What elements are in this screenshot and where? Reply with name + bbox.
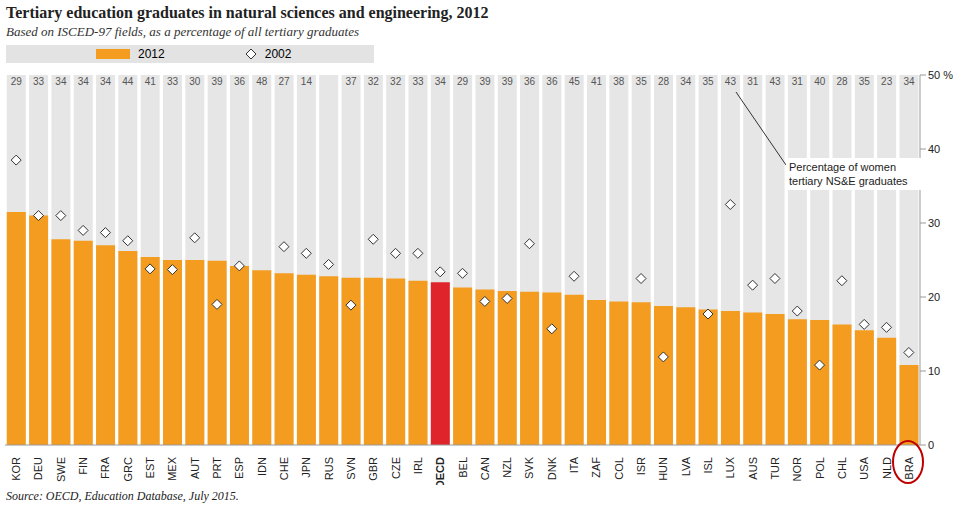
html-text:Percentage of women tertiary N: Percentage of women tertiary NS&E gradua… [789,161,908,187]
svg-text:SVK: SVK [523,456,535,479]
svg-text:29: 29 [457,76,469,87]
svg-text:30: 30 [189,76,201,87]
svg-text:ITA: ITA [568,456,580,473]
svg-text:14: 14 [301,76,313,87]
svg-text:30: 30 [928,217,940,229]
svg-text:27: 27 [279,76,291,87]
svg-text:33: 33 [33,76,45,87]
svg-text:CZE: CZE [390,457,402,479]
svg-text:DNK: DNK [546,456,558,480]
svg-text:KOR: KOR [10,457,22,481]
svg-text:PRT: PRT [211,457,223,479]
svg-text:37: 37 [345,76,357,87]
svg-text:NOR: NOR [791,457,803,482]
svg-text:CAN: CAN [479,457,491,480]
svg-text:34: 34 [680,76,692,87]
svg-text:38: 38 [613,76,625,87]
svg-text:31: 31 [747,76,759,87]
svg-text:BRA: BRA [903,456,915,479]
svg-text:28: 28 [836,76,848,87]
svg-text:35: 35 [703,76,715,87]
svg-text:NLD: NLD [881,457,893,479]
svg-text:36: 36 [546,76,558,87]
svg-text:TUR: TUR [769,457,781,480]
svg-text:32: 32 [390,76,402,87]
svg-text:HUN: HUN [657,457,669,481]
svg-text:USA: USA [858,456,870,479]
svg-text:NZL: NZL [501,457,513,478]
svg-text:ISR: ISR [635,457,647,475]
svg-text:35: 35 [636,76,648,87]
svg-text:29: 29 [11,76,23,87]
svg-text:28: 28 [658,76,670,87]
svg-text:43: 43 [725,76,737,87]
svg-text:GRC: GRC [122,457,134,482]
svg-text:45: 45 [569,76,581,87]
svg-text:40: 40 [814,76,826,87]
svg-text:35: 35 [859,76,871,87]
svg-text:MEX: MEX [166,456,178,481]
html-text:Based on ISCED-97 fields, as a: Based on ISCED-97 fields, as a percentag… [6,24,359,39]
svg-text:JPN: JPN [300,457,312,478]
svg-text:48: 48 [256,76,268,87]
svg-text:34: 34 [55,76,67,87]
svg-text:CHE: CHE [278,457,290,480]
svg-text:EST: EST [144,457,156,479]
svg-text:32: 32 [368,76,380,87]
svg-text:COL: COL [613,457,625,480]
svg-text:GBR: GBR [367,457,379,481]
svg-text:ISL: ISL [702,457,714,474]
svg-text:LVA: LVA [680,456,692,476]
svg-text:31: 31 [792,76,804,87]
svg-text:ZAF: ZAF [590,457,602,478]
html-text:Tertiary education graduates i: Tertiary education graduates in natural … [6,4,489,21]
svg-text:40: 40 [928,143,940,155]
svg-text:RUS: RUS [323,457,335,480]
svg-text:IRL: IRL [412,457,424,474]
svg-text:23: 23 [881,76,893,87]
svg-text:44: 44 [122,76,134,87]
svg-text:43: 43 [770,76,782,87]
svg-text:34: 34 [78,76,90,87]
svg-text:BEL: BEL [457,457,469,478]
svg-text:39: 39 [502,76,514,87]
svg-text:50 %: 50 % [928,69,952,81]
svg-text:41: 41 [591,76,603,87]
svg-text:POL: POL [814,457,826,479]
svg-text:33: 33 [412,76,424,87]
svg-text:39: 39 [479,76,491,87]
svg-text:0: 0 [928,439,934,451]
svg-text:41: 41 [145,76,157,87]
svg-text:DEU: DEU [32,457,44,480]
svg-text:39: 39 [212,76,224,87]
html-text:2012: 2012 [138,47,165,61]
svg-text:20: 20 [928,291,940,303]
svg-text:CHL: CHL [836,457,848,479]
svg-text:34: 34 [100,76,112,87]
html-text:Source: OECD, Education Databa: Source: OECD, Education Database, July 2… [6,489,239,503]
svg-text:SVN: SVN [345,457,357,480]
html-text:2002: 2002 [264,47,292,61]
svg-text:FIN: FIN [77,457,89,475]
svg-text:34: 34 [903,76,915,87]
svg-text:33: 33 [167,76,179,87]
svg-text:34: 34 [435,76,447,87]
svg-text:36: 36 [234,76,246,87]
svg-text:36: 36 [524,76,536,87]
svg-text:AUS: AUS [747,457,759,480]
svg-text:AUT: AUT [189,457,201,479]
svg-text:SWE: SWE [55,457,67,482]
svg-text:OECD: OECD [434,457,446,485]
svg-text:ESP: ESP [233,457,245,479]
svg-text:10: 10 [928,365,940,377]
svg-text:LUX: LUX [724,456,736,478]
svg-text:IDN: IDN [256,457,268,476]
svg-text:FRA: FRA [99,456,111,479]
